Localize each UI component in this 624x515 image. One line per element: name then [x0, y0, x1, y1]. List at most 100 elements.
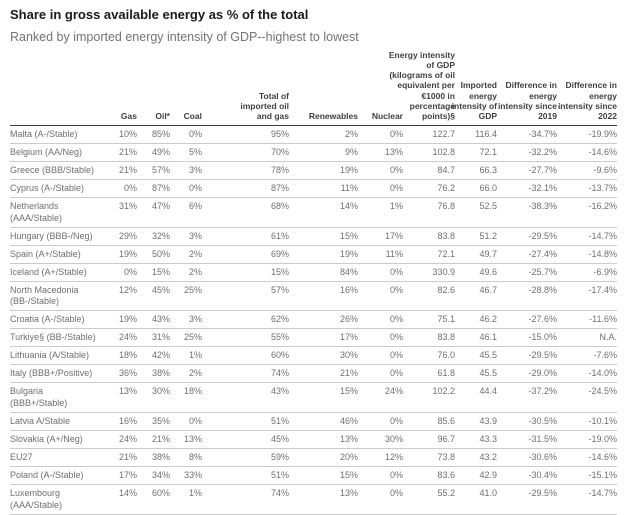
country-cell: Latvia A/Stable — [10, 415, 71, 426]
value-cell: 82.6 — [437, 284, 455, 295]
value-cell: -14.0% — [588, 368, 617, 379]
country-cell: Netherlands (AAA/Stable) — [10, 201, 63, 223]
value-cell: 57% — [270, 284, 289, 295]
column-header-nuclear: Nuclear — [371, 111, 403, 121]
value-cell: 0% — [389, 332, 403, 343]
country-cell: EU27 — [10, 451, 33, 462]
value-cell: 34% — [151, 470, 170, 480]
value-cell: 45.5 — [479, 368, 497, 379]
value-cell: -34.7% — [528, 129, 557, 140]
value-cell: 12% — [118, 284, 137, 295]
value-cell: -9.6% — [593, 165, 617, 176]
value-cell: 14% — [118, 488, 137, 499]
country-cell: Lithuania (A/Stable) — [10, 350, 90, 361]
value-cell: 0% — [188, 183, 202, 194]
value-cell: -14.7% — [588, 488, 617, 499]
value-cell: 19% — [339, 165, 358, 176]
value-cell: 83.6 — [437, 470, 455, 480]
value-cell: -16.2% — [588, 201, 617, 212]
value-cell: 2% — [188, 248, 202, 259]
value-cell: -14.6% — [588, 147, 617, 158]
value-cell: 2% — [188, 266, 202, 277]
column-header-diff-2019: Difference in energy intensity since 201… — [497, 50, 557, 126]
value-cell: 2% — [344, 129, 358, 140]
column-header-diff-2022-label: Difference in energy intensity since 202… — [557, 80, 617, 121]
value-cell: 57% — [151, 165, 170, 176]
value-cell: 24% — [118, 433, 137, 444]
value-cell: 0% — [389, 368, 403, 379]
value-cell: 0% — [389, 129, 403, 140]
table-row: Bulgaria (BBB+/Stable) 13% 30% 18% 43% 15% 24%… — [10, 383, 617, 413]
value-cell: -14.6% — [588, 451, 617, 462]
value-cell: 11% — [340, 183, 358, 194]
value-cell: -30.6% — [528, 451, 557, 462]
value-cell: 17% — [384, 230, 403, 241]
value-cell: 29% — [118, 230, 137, 241]
table-row: Poland (A-/Stable) 17% 34% 33% 51% 15% 0% 83.6 4… — [10, 467, 617, 485]
value-cell: 74% — [270, 368, 289, 379]
column-header-renewables: Renewables — [308, 111, 358, 121]
value-cell: 15% — [270, 266, 289, 277]
value-cell: -25.7% — [528, 266, 557, 277]
table-row: Italy (BBB+/Positive) 36% 38% 2% 74% 21% 0% 61.… — [10, 365, 617, 383]
table-row: North Macedonia (BB-/Stable) 12% 45% 25% 57%… — [10, 281, 617, 311]
value-cell: 3% — [188, 230, 202, 241]
value-cell: -29.5% — [528, 230, 557, 241]
column-header-energy-intensity-gdp: Energy intensity of GDP (kilograms of oi… — [389, 50, 455, 126]
value-cell: 6% — [188, 201, 202, 212]
value-cell: 9% — [344, 147, 358, 158]
value-cell: -19.9% — [588, 129, 617, 140]
value-cell: -28.8% — [528, 284, 557, 295]
value-cell: 84.7 — [437, 165, 455, 176]
country-cell: Turkiye§ (BB-/Stable) — [10, 332, 96, 343]
value-cell: 122.7 — [432, 129, 455, 140]
value-cell: 116.4 — [475, 129, 497, 140]
column-header-diff-2019-label: Difference in energy intensity since 201… — [497, 80, 557, 121]
value-cell: -27.6% — [528, 314, 557, 325]
value-cell: 0% — [389, 314, 403, 325]
value-cell: 1% — [389, 201, 403, 212]
value-cell: 13% — [183, 433, 202, 444]
value-cell: 72.1 — [479, 147, 497, 158]
value-cell: 66.0 — [479, 183, 497, 194]
value-cell: 13% — [118, 386, 137, 397]
column-header-oil: Oil* — [155, 111, 170, 121]
country-cell: Hungary (BBB-/Neg) — [10, 230, 93, 241]
column-header-gas: Gas — [120, 111, 137, 121]
value-cell: 84% — [339, 266, 358, 277]
value-cell: 24% — [118, 332, 137, 343]
value-cell: 16% — [118, 415, 137, 426]
column-header-imported-energy-intensity-label: Imported energy intensity of GDP — [451, 80, 497, 121]
value-cell: 30% — [339, 350, 358, 361]
value-cell: 35% — [151, 415, 170, 426]
value-cell: 49.6 — [479, 266, 497, 277]
value-cell: 17% — [118, 470, 137, 480]
value-cell: -27.7% — [528, 165, 557, 176]
country-cell: Belgium (AA/Neg) — [10, 147, 83, 158]
value-cell: 14% — [339, 201, 358, 212]
table-row: Slovakia (A+/Neg) 24% 21% 13% 45% 13% 30% 96.7 4… — [10, 430, 617, 449]
value-cell: 61% — [270, 230, 289, 241]
value-cell: 0% — [188, 415, 202, 426]
column-header-imported-energy-intensity: Imported energy intensity of GDP — [452, 50, 497, 126]
value-cell: -17.4% — [588, 284, 617, 295]
value-cell: 42% — [151, 350, 170, 361]
value-cell: 24% — [384, 386, 403, 397]
country-cell: Iceland (A+/Stable) — [10, 266, 87, 277]
value-cell: 25% — [183, 284, 202, 295]
value-cell: 85.6 — [437, 415, 455, 426]
value-cell: 70% — [270, 147, 289, 158]
table-row: Greece (BBB/Stable) 21% 57% 3% 78% 19% 0% 84.7 6… — [10, 162, 617, 180]
value-cell: 38% — [151, 451, 170, 462]
value-cell: 5% — [188, 147, 202, 158]
value-cell: 330.9 — [432, 266, 455, 277]
table-row: Spain (A+/Stable) 19% 50% 2% 69% 19% 11% 72.1 49… — [10, 245, 617, 264]
table-row: Netherlands (AAA/Stable) 31% 47% 6% 68% 14% 1%… — [10, 198, 617, 228]
value-cell: 0% — [389, 165, 403, 176]
value-cell: -30.5% — [528, 415, 557, 426]
value-cell: 31% — [151, 332, 170, 343]
value-cell: 51.2 — [479, 230, 497, 241]
value-cell: 60% — [151, 488, 170, 499]
country-cell: Poland (A-/Stable) — [10, 470, 84, 480]
value-cell: 51% — [270, 470, 289, 480]
